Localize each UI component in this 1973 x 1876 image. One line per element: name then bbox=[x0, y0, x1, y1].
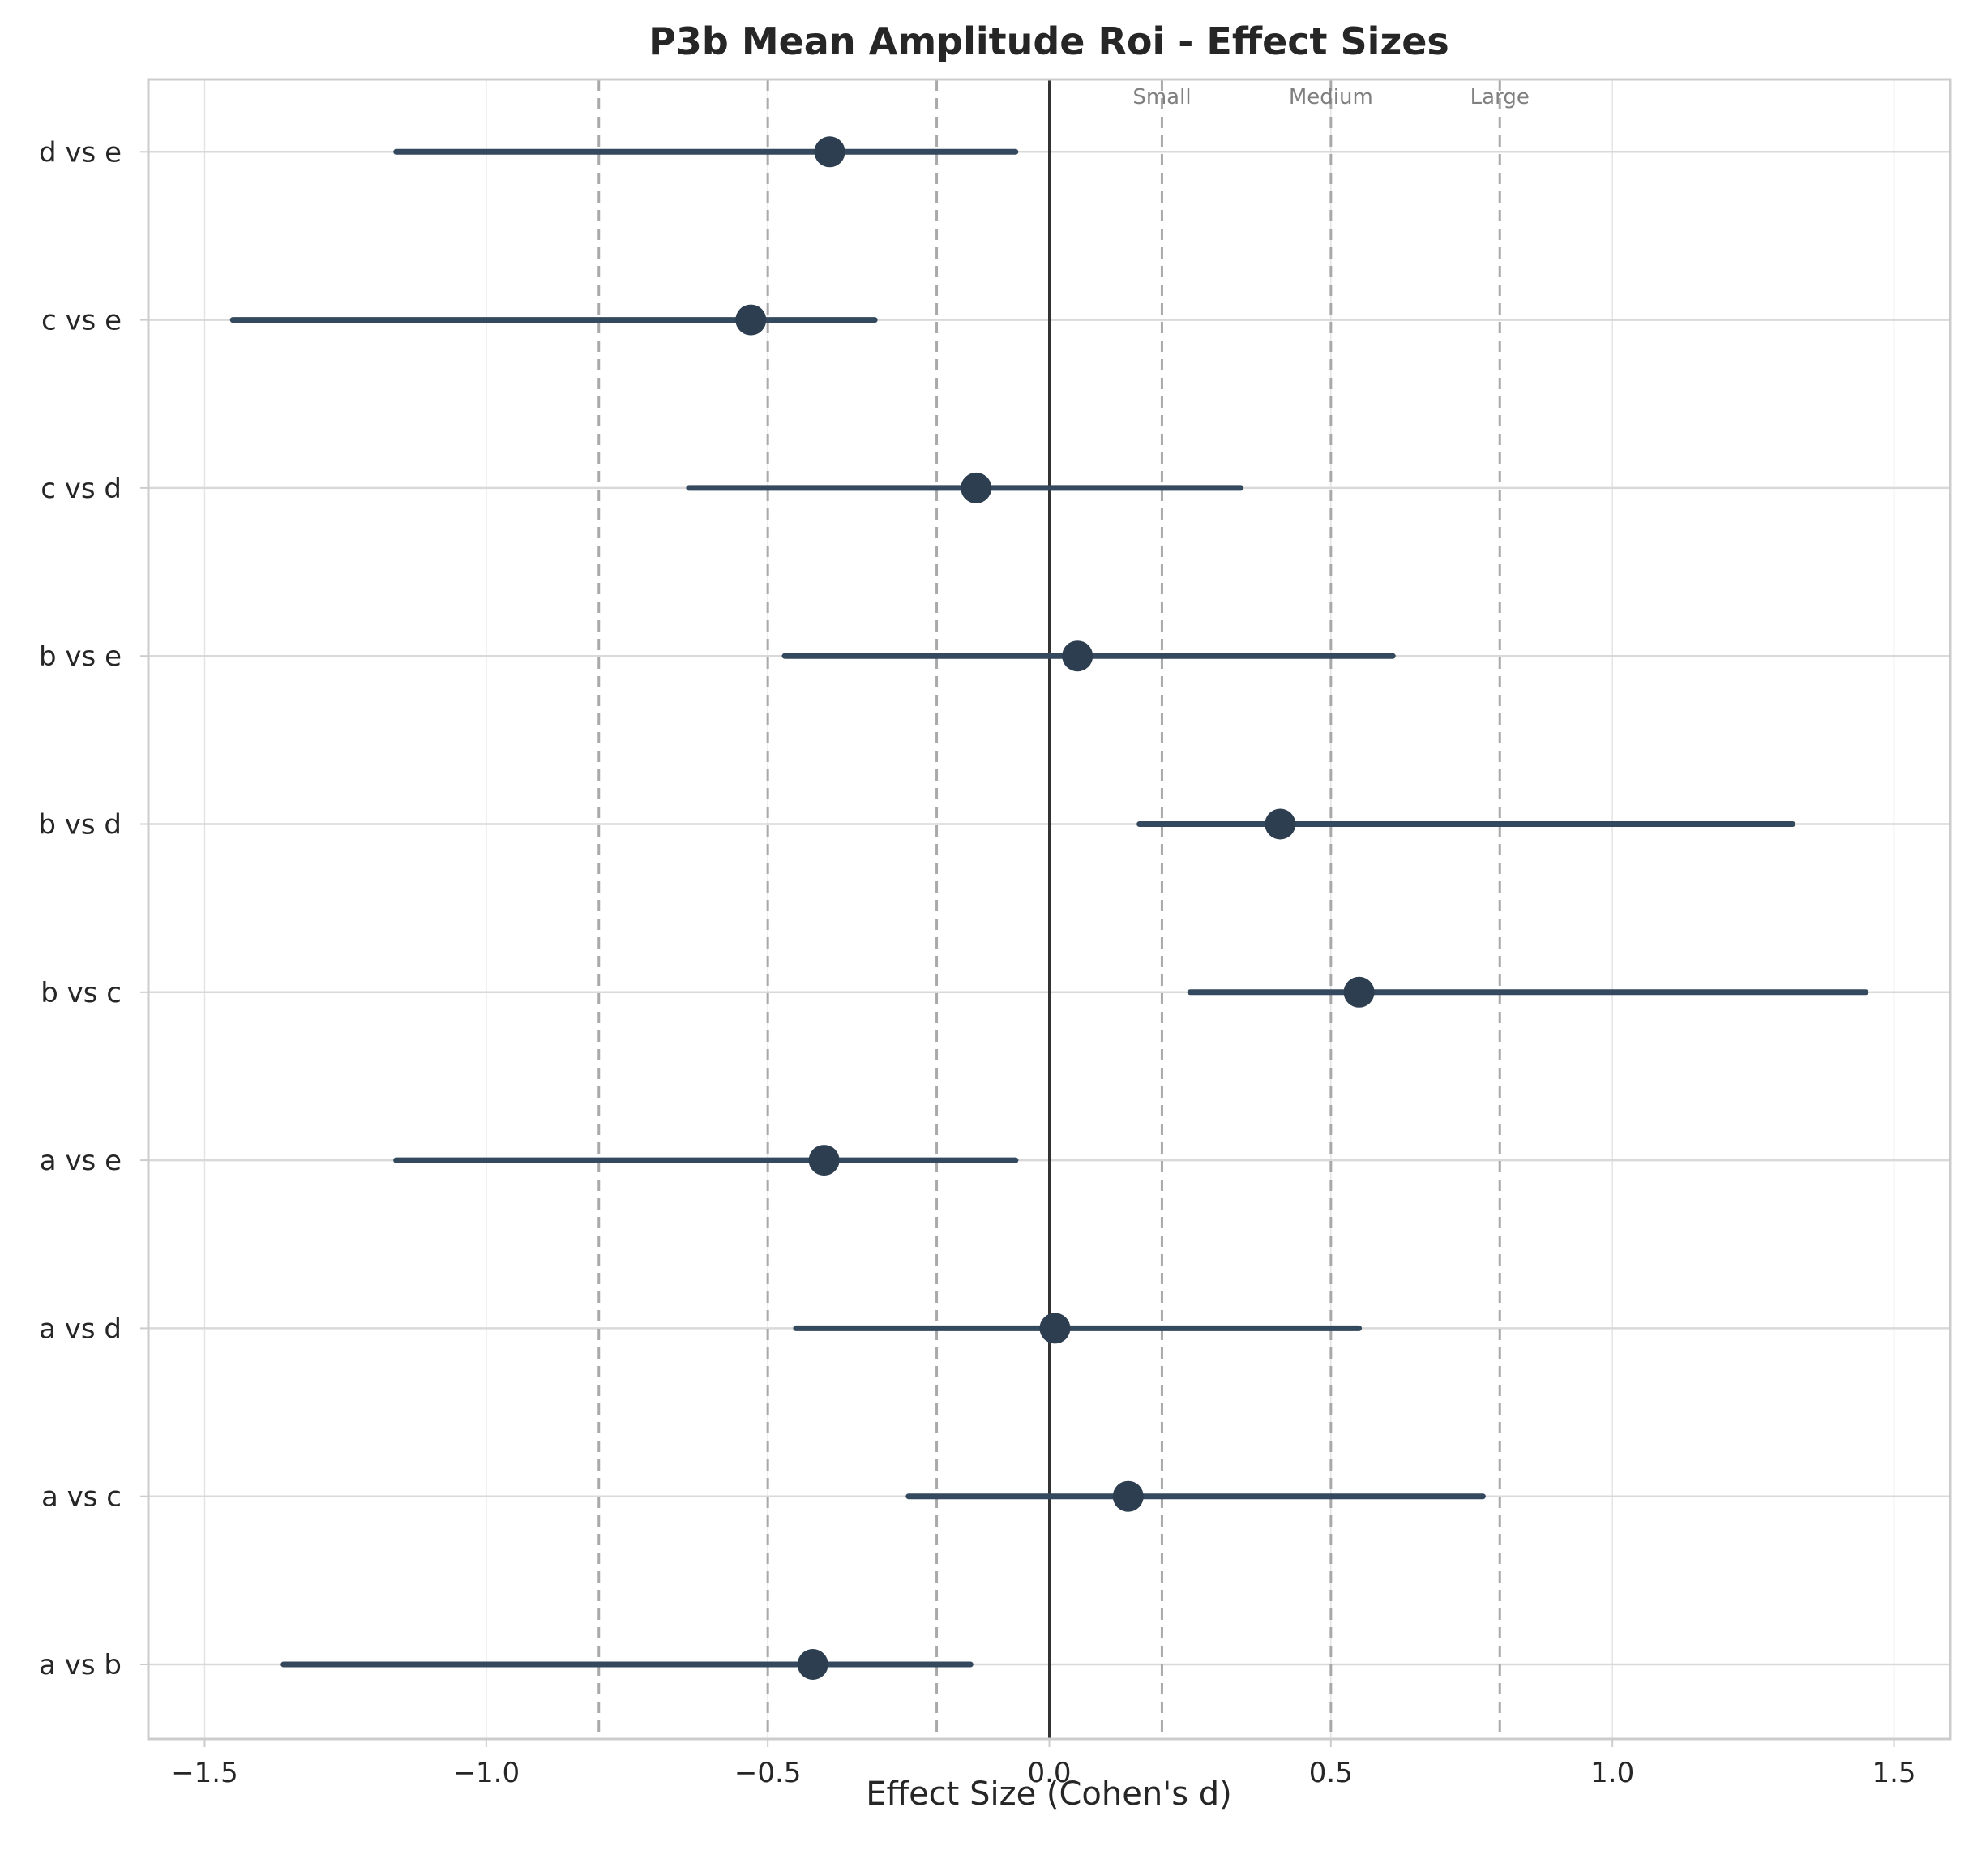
reference-line-label: Medium bbox=[1289, 85, 1373, 109]
y-tick-label: b vs e bbox=[39, 640, 122, 673]
reference-line-label: Large bbox=[1470, 85, 1530, 109]
x-tick-label: 1.0 bbox=[1590, 1757, 1634, 1789]
effect-size-point bbox=[1062, 640, 1093, 672]
effect-size-point bbox=[961, 472, 992, 503]
x-tick-label: 0.5 bbox=[1309, 1757, 1353, 1789]
effect-size-point bbox=[814, 136, 845, 168]
reference-line-label: Small bbox=[1132, 85, 1191, 109]
x-tick-label: −0.5 bbox=[734, 1757, 802, 1789]
plot-frame bbox=[147, 78, 1952, 1741]
effect-size-point bbox=[797, 1649, 828, 1680]
y-tick-label: c vs d bbox=[41, 473, 122, 505]
effect-size-point bbox=[735, 304, 767, 336]
effect-size-point bbox=[1112, 1480, 1144, 1512]
y-tick-label: a vs c bbox=[41, 1481, 122, 1514]
y-tick-label: b vs d bbox=[38, 809, 122, 842]
y-tick-label: a vs d bbox=[39, 1313, 122, 1345]
effect-size-point bbox=[808, 1145, 840, 1176]
chart-title: P3b Mean Amplitude Roi - Effect Sizes bbox=[648, 19, 1449, 63]
effect-size-point bbox=[1039, 1313, 1071, 1344]
effect-size-point bbox=[1265, 808, 1296, 840]
y-tick-label: b vs c bbox=[41, 977, 122, 1009]
y-tick-label: a vs b bbox=[39, 1649, 122, 1681]
effect-size-point bbox=[1343, 976, 1375, 1008]
x-tick-label: 1.5 bbox=[1872, 1757, 1915, 1789]
x-tick-label: 0.0 bbox=[1027, 1757, 1071, 1789]
x-tick-label: −1.5 bbox=[171, 1757, 238, 1789]
y-tick-label: a vs e bbox=[40, 1145, 122, 1177]
y-tick-label: d vs e bbox=[39, 136, 122, 169]
plot-area: Small Medium Large a vs b a vs c a vs d a vs e… bbox=[38, 78, 1952, 1789]
x-tick-label: −1.0 bbox=[453, 1757, 520, 1789]
x-axis-label: Effect Size (Cohen's d) bbox=[866, 1775, 1232, 1813]
y-tick-label: c vs e bbox=[41, 305, 122, 337]
